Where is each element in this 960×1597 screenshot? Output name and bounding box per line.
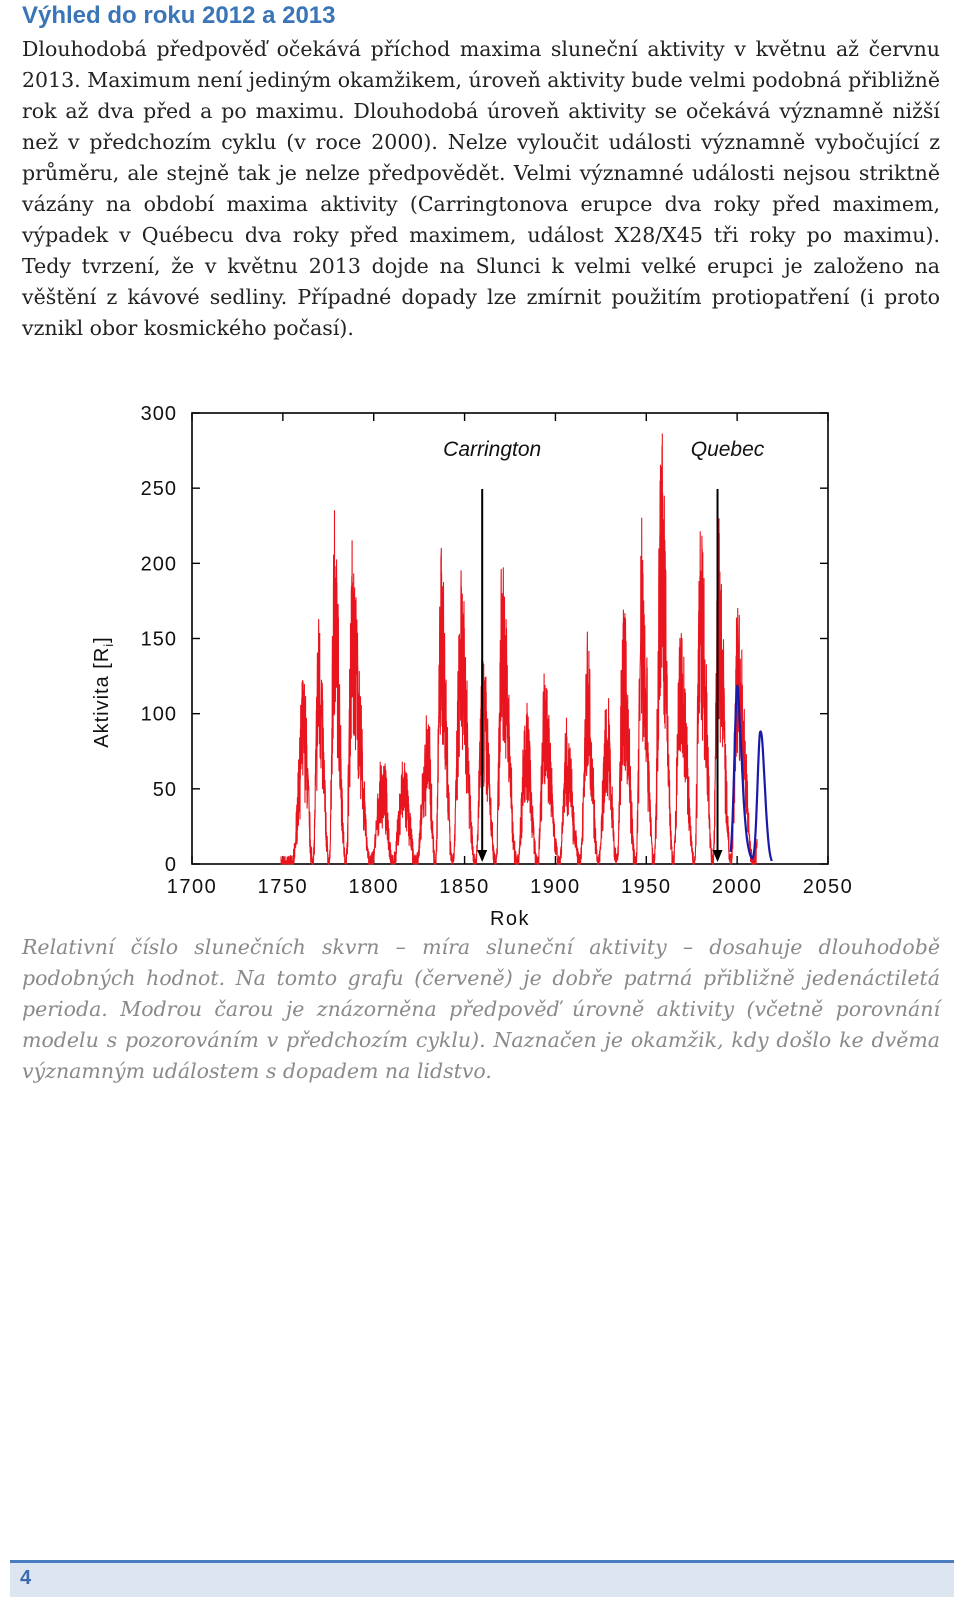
event-label: Quebec (691, 438, 765, 461)
x-tick-label: 1750 (258, 876, 309, 898)
x-tick-label: 1900 (530, 876, 581, 898)
event-label: Carrington (443, 438, 541, 461)
x-tick-label: 2000 (712, 876, 763, 898)
sunspot-chart: 0 50 100 150 200 250 300 1700 1750 1800 1850 1900 19… (91, 403, 854, 930)
y-tick-label: 200 (141, 553, 177, 575)
x-axis-label: Rok (490, 908, 530, 930)
x-tick-label: 1700 (167, 876, 218, 898)
x-tick-label: 1850 (439, 876, 490, 898)
body-paragraph: Dlouhodobá předpověď očekává příchod max… (22, 37, 940, 340)
chart-series (280, 433, 773, 865)
y-tick-label: 150 (141, 629, 177, 651)
event-arrow-head (712, 850, 723, 862)
section-heading: Výhled do roku 2012 a 2013 (22, 2, 336, 29)
x-tick-label: 2050 (803, 876, 854, 898)
forecast-line (729, 684, 773, 862)
chart-events (477, 489, 723, 862)
y-tick-label: 50 (153, 779, 177, 801)
chart-labels: 0 50 100 150 200 250 300 1700 1750 1800 1850 1900 19… (91, 403, 854, 930)
y-tick-label: 100 (141, 704, 177, 726)
x-tick-label: 1950 (621, 876, 672, 898)
y-tick-label: 250 (141, 478, 177, 500)
chart-axes (191, 412, 829, 865)
figure-caption: Relativní číslo slunečních skvrn – míra … (22, 935, 940, 1083)
y-axis-label: Aktivita [Ri] (91, 636, 116, 747)
footer-bar (10, 1560, 954, 1597)
y-tick-label: 0 (165, 854, 177, 876)
observed-sunspot-line (280, 433, 758, 865)
event-arrow-head (477, 850, 488, 862)
y-tick-label: 300 (141, 403, 177, 425)
page-number: 4 (20, 1567, 32, 1589)
x-tick-label: 1800 (348, 876, 399, 898)
